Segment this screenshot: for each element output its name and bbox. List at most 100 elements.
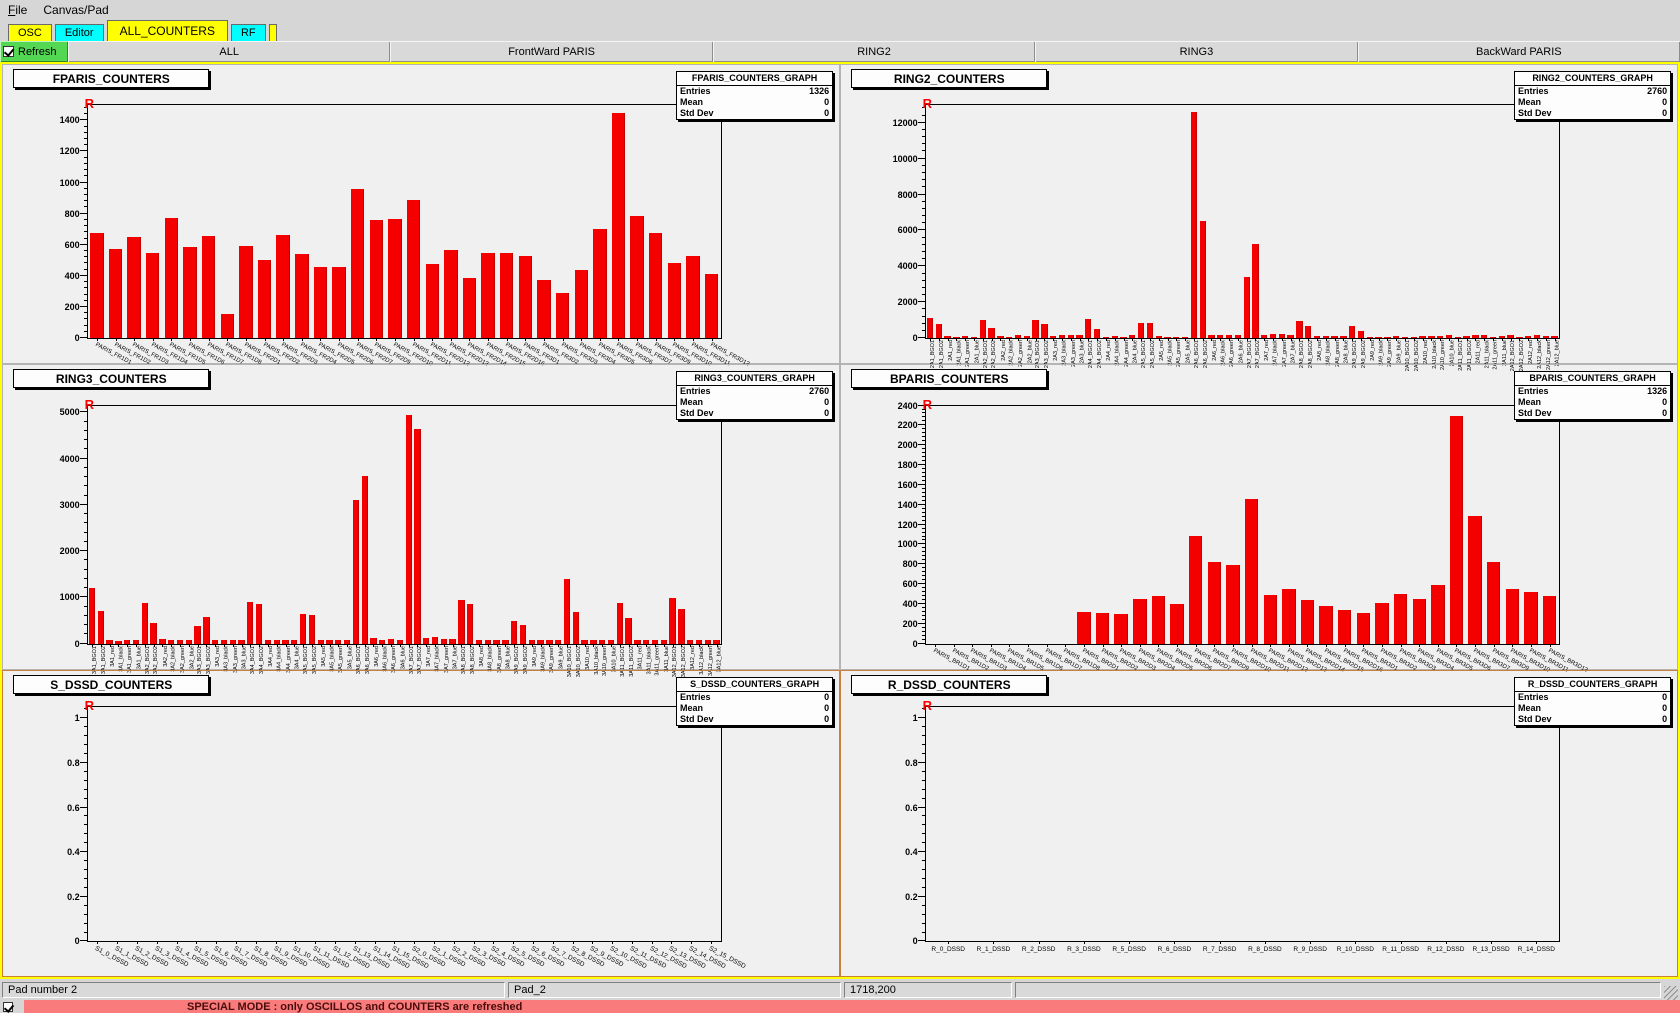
x-axis-tick bbox=[156, 941, 158, 945]
view-button-ring2[interactable]: RING2 bbox=[712, 41, 1036, 62]
tab-all-counters[interactable]: ALL_COUNTERS bbox=[106, 20, 228, 41]
pad-r-dssd-counters[interactable]: R_DSSD_COUNTERS R_DSSD_COUNTERS_GRAPH En… bbox=[840, 670, 1678, 977]
refresh-checkbox[interactable] bbox=[3, 46, 14, 57]
stats-box[interactable]: BPARIS_COUNTERS_GRAPH Entries 1326 Mean 0 … bbox=[1514, 371, 1672, 420]
bar bbox=[313, 267, 328, 339]
x-axis-tick bbox=[552, 941, 554, 945]
stats-box[interactable]: S_DSSD_COUNTERS_GRAPH Entries 0 Mean 0 Std… bbox=[676, 677, 834, 726]
x-axis-label: 3A4_black bbox=[276, 645, 283, 672]
x-axis-tick bbox=[1381, 643, 1383, 647]
bar bbox=[164, 218, 179, 339]
bar bbox=[1445, 335, 1453, 339]
x-axis-label: 3A10_blue bbox=[610, 645, 617, 672]
x-axis-label: 3A2_red bbox=[162, 645, 169, 667]
bar bbox=[970, 336, 978, 339]
tab-osc[interactable]: OSC bbox=[8, 24, 52, 41]
chart-title[interactable]: S_DSSD_COUNTERS bbox=[13, 675, 210, 694]
bar bbox=[528, 639, 535, 644]
x-axis-tick bbox=[91, 643, 93, 647]
y-axis-tick-label: 1200 bbox=[897, 519, 918, 530]
tab-rf[interactable]: RF bbox=[230, 24, 266, 41]
refresh-toggle[interactable]: Refresh bbox=[0, 41, 68, 62]
bar bbox=[1188, 535, 1203, 644]
bar bbox=[201, 236, 216, 339]
bar bbox=[1449, 416, 1464, 644]
menu-file[interactable]: File bbox=[8, 2, 28, 17]
x-axis-labels: 3A1_BGO1 3A1_BGO2 3A1_red 3A1_black 3A1_gree… bbox=[88, 643, 723, 690]
tab-editor[interactable]: Editor bbox=[54, 24, 104, 41]
x-axis-tick bbox=[171, 338, 173, 342]
x-axis-tick bbox=[505, 643, 507, 647]
bar bbox=[317, 639, 324, 644]
x-axis-tick bbox=[206, 643, 208, 647]
x-axis-tick bbox=[364, 643, 366, 647]
graph-marker-r: R bbox=[922, 396, 932, 412]
bar bbox=[1356, 612, 1371, 644]
chart-title[interactable]: BPARIS_COUNTERS bbox=[851, 369, 1048, 388]
x-axis-tick bbox=[973, 338, 975, 342]
y-axis-minor-tick bbox=[921, 452, 926, 454]
y-axis-tick bbox=[917, 895, 926, 897]
pad-s-dssd-counters[interactable]: S_DSSD_COUNTERS S_DSSD_COUNTERS_GRAPH En… bbox=[2, 670, 840, 977]
menu-bar: File Canvas/Pad bbox=[0, 0, 1680, 19]
x-axis-tick bbox=[496, 643, 498, 647]
menu-canvas-pad[interactable]: Canvas/Pad bbox=[43, 2, 109, 17]
x-axis-tick bbox=[329, 643, 331, 647]
bar bbox=[146, 253, 160, 339]
pad-ring2-counters[interactable]: RING2_COUNTERS RING2_COUNTERS_GRAPH Entr… bbox=[840, 64, 1678, 371]
view-button-ring3[interactable]: RING3 bbox=[1035, 41, 1358, 62]
bar bbox=[1419, 336, 1426, 339]
x-axis-tick bbox=[1185, 338, 1187, 342]
bar bbox=[167, 640, 175, 644]
x-axis-tick bbox=[311, 643, 313, 647]
view-button-frontward-paris[interactable]: FrontWard PARIS bbox=[390, 41, 713, 62]
root-canvas[interactable]: FPARIS_COUNTERS FPARIS_COUNTERS_GRAPH En… bbox=[0, 62, 1680, 979]
bar bbox=[1244, 498, 1259, 644]
x-axis-tick bbox=[1202, 338, 1204, 342]
bar bbox=[593, 229, 607, 339]
stats-label: Entries bbox=[680, 386, 711, 396]
stats-box[interactable]: RING3_COUNTERS_GRAPH Entries 2760 Mean 0 S… bbox=[676, 371, 834, 420]
y-axis-minor-tick bbox=[83, 708, 88, 710]
chart-title[interactable]: RING2_COUNTERS bbox=[851, 69, 1048, 88]
stats-box[interactable]: FPARIS_COUNTERS_GRAPH Entries 1326 Mean 0 … bbox=[676, 71, 834, 120]
special-mode-banner: SPECIAL MODE : only OSCILLOS and COUNTER… bbox=[0, 1000, 1680, 1013]
pad-bparis-counters[interactable]: BPARIS_COUNTERS BPARIS_COUNTERS_GRAPH En… bbox=[840, 364, 1678, 673]
x-axis-tick bbox=[394, 941, 396, 945]
special-mode-checkbox[interactable] bbox=[3, 1001, 13, 1012]
view-button-all[interactable]: ALL bbox=[68, 41, 391, 62]
x-axis-label: 2A6_red bbox=[1211, 340, 1218, 361]
y-axis-minor-tick bbox=[921, 744, 926, 746]
y-axis-tick bbox=[79, 642, 88, 644]
x-axis-tick bbox=[558, 643, 560, 647]
bar bbox=[704, 639, 711, 644]
stats-box[interactable]: RING2_COUNTERS_GRAPH Entries 2760 Mean 0 S… bbox=[1514, 71, 1672, 120]
pad-fparis-counters[interactable]: FPARIS_COUNTERS FPARIS_COUNTERS_GRAPH En… bbox=[2, 64, 840, 368]
x-axis-tick bbox=[1028, 643, 1030, 647]
x-axis-tick bbox=[255, 941, 257, 945]
x-axis-tick bbox=[654, 643, 656, 647]
bar bbox=[611, 112, 626, 339]
chart-title[interactable]: FPARIS_COUNTERS bbox=[13, 69, 210, 88]
x-axis-label: 3A3_green bbox=[232, 645, 239, 673]
x-axis-tick bbox=[938, 338, 940, 342]
resize-grip[interactable] bbox=[1664, 986, 1678, 1000]
x-axis-label: 2A10_blue bbox=[1448, 340, 1455, 367]
bar bbox=[643, 639, 650, 644]
x-axis-tick bbox=[1088, 338, 1090, 342]
x-axis-tick bbox=[1070, 338, 1072, 342]
view-button-backward-paris[interactable]: BackWard PARIS bbox=[1357, 41, 1680, 62]
x-axis-tick bbox=[671, 941, 673, 945]
x-axis-label: 3A4_blue bbox=[294, 645, 301, 669]
chart-title[interactable]: R_DSSD_COUNTERS bbox=[851, 675, 1048, 694]
graph-marker-r: R bbox=[84, 698, 94, 714]
chart-title-text: R_DSSD_COUNTERS bbox=[887, 677, 1011, 692]
x-axis-tick bbox=[315, 941, 317, 945]
x-axis-tick bbox=[1219, 941, 1221, 945]
y-axis-minor-tick bbox=[83, 860, 88, 862]
y-axis-tick-label: 1 bbox=[912, 713, 918, 724]
stats-box[interactable]: R_DSSD_COUNTERS_GRAPH Entries 0 Mean 0 Std… bbox=[1514, 677, 1672, 726]
x-axis-label: 3A3_black bbox=[223, 645, 230, 672]
pad-ring3-counters[interactable]: RING3_COUNTERS RING3_COUNTERS_GRAPH Entr… bbox=[2, 364, 840, 677]
chart-title[interactable]: RING3_COUNTERS bbox=[13, 369, 210, 388]
